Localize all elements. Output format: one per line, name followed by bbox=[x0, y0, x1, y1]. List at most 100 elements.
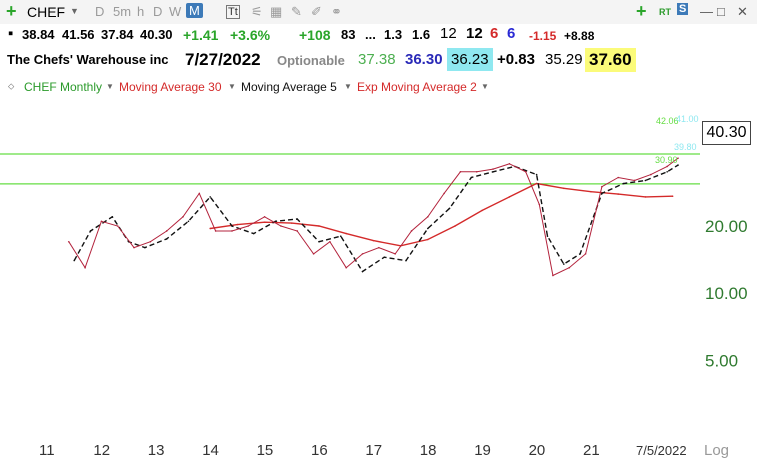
price-chart[interactable]: 20.00 10.00 5.00 11 12 13 14 15 16 17 18 19 20 21 7/5… bbox=[0, 96, 757, 464]
x-tick-label: 14 bbox=[202, 442, 219, 459]
series-point bbox=[231, 225, 233, 227]
series-point bbox=[454, 225, 456, 227]
series-point bbox=[524, 170, 527, 173]
draw-icon[interactable]: ⚟ bbox=[251, 4, 263, 19]
series-point bbox=[84, 266, 86, 269]
series-point bbox=[318, 240, 320, 243]
line-value-label: 41.00 bbox=[676, 114, 699, 124]
grid-icon[interactable]: ▦ bbox=[270, 4, 283, 19]
chart-toolbar: + CHEF ▼ D 5m h D W M Tt ⚟ ▦ ✎ ✐ ⚭ + RT … bbox=[0, 0, 757, 24]
series-point bbox=[345, 266, 348, 269]
x-tick-label: 12 bbox=[93, 442, 110, 459]
series-point bbox=[650, 173, 652, 176]
interval-m[interactable]: M bbox=[186, 3, 203, 18]
symbol-field[interactable]: CHEF bbox=[27, 4, 66, 20]
series-point bbox=[427, 238, 429, 241]
change-pct: +3.6% bbox=[230, 27, 271, 43]
series-point bbox=[329, 240, 331, 243]
plus-icon[interactable]: + bbox=[6, 1, 17, 21]
stat-1: +108 bbox=[299, 27, 331, 43]
dropdown-icon[interactable]: ▼ bbox=[70, 6, 79, 16]
interval-d2[interactable]: D bbox=[153, 4, 163, 19]
series-point bbox=[214, 230, 217, 232]
optionable-label: Optionable bbox=[277, 53, 345, 68]
series-point bbox=[535, 173, 538, 176]
maximize-button[interactable]: □ bbox=[717, 4, 725, 19]
series-point bbox=[601, 192, 603, 195]
high-value: 41.56 bbox=[62, 27, 95, 42]
x-tick-label: 19 bbox=[474, 442, 491, 459]
series-point bbox=[231, 230, 233, 232]
add-chart-icon[interactable]: + bbox=[636, 1, 647, 21]
line-value-label: 42.06 bbox=[656, 116, 679, 126]
caret-icon: ▼ bbox=[106, 82, 114, 91]
series-point bbox=[372, 239, 375, 242]
stat-ellipsis: ... bbox=[365, 27, 376, 42]
series-point bbox=[73, 259, 75, 262]
series-point bbox=[394, 253, 396, 255]
series-point bbox=[481, 209, 484, 212]
x-tick-label: 17 bbox=[365, 442, 382, 459]
open-value: 38.84 bbox=[22, 27, 55, 42]
study-ma30[interactable]: Moving Average 30 bbox=[119, 80, 222, 94]
last-price-badge: 40.30 bbox=[702, 121, 751, 145]
series-point bbox=[236, 223, 239, 226]
series-point bbox=[492, 168, 494, 170]
series-point bbox=[312, 253, 315, 255]
pencil-icon[interactable]: ✎ bbox=[291, 4, 302, 19]
stat-9: -1.15 bbox=[529, 29, 557, 43]
x-tick-label: 13 bbox=[148, 442, 165, 459]
series-point bbox=[546, 235, 549, 238]
series-point bbox=[677, 164, 679, 166]
s-badge[interactable]: S bbox=[677, 3, 689, 15]
series-point bbox=[671, 195, 674, 198]
scale-label: Log bbox=[704, 442, 729, 459]
interval-w[interactable]: W bbox=[169, 4, 182, 19]
minimize-button[interactable]: — bbox=[700, 4, 713, 19]
series-point bbox=[666, 170, 668, 173]
info-val-4: +0.83 bbox=[497, 51, 535, 68]
chart-type-icon[interactable]: Tt bbox=[226, 5, 240, 19]
series-point bbox=[617, 193, 619, 195]
link-icon[interactable]: ⚭ bbox=[331, 4, 342, 19]
series-point bbox=[443, 192, 445, 195]
series-point bbox=[563, 187, 565, 190]
info-val-6: 37.60 bbox=[585, 48, 636, 72]
series-line bbox=[68, 157, 679, 277]
study-ema2[interactable]: Exp Moving Average 2 bbox=[357, 80, 477, 94]
series-point bbox=[252, 232, 255, 235]
series-point bbox=[568, 266, 571, 269]
series-point bbox=[144, 246, 146, 249]
x-tick-label: 15 bbox=[257, 442, 274, 459]
symbol-info-bar: The Chefs' Warehouse inc 7/27/2022 Optio… bbox=[0, 48, 757, 72]
info-val-2: 36.30 bbox=[405, 51, 443, 68]
y-tick-label: 10.00 bbox=[705, 284, 748, 303]
series-line bbox=[210, 182, 673, 247]
quote-date: 7/27/2022 bbox=[185, 50, 261, 69]
series-point bbox=[89, 230, 92, 232]
series-point bbox=[405, 259, 407, 262]
study-chef-monthly[interactable]: CHEF Monthly bbox=[24, 80, 103, 94]
series-point bbox=[133, 246, 135, 249]
series-point bbox=[410, 230, 413, 232]
low-value: 37.84 bbox=[101, 27, 134, 42]
interval-d[interactable]: D bbox=[95, 4, 105, 19]
series-point bbox=[274, 220, 277, 223]
interval-h[interactable]: h bbox=[137, 4, 145, 19]
eraser-icon[interactable]: ✐ bbox=[311, 4, 322, 19]
rt-badge[interactable]: RT bbox=[659, 7, 671, 17]
series-point bbox=[165, 238, 168, 240]
interval-5m[interactable]: 5m bbox=[113, 4, 132, 19]
quote-bar: ▪ 38.84 41.56 37.84 40.30 +1.41 +3.6% +1… bbox=[0, 24, 757, 46]
series-point bbox=[508, 196, 511, 198]
study-ma5[interactable]: Moving Average 5 bbox=[241, 80, 337, 94]
series-point bbox=[345, 232, 348, 235]
series-point bbox=[538, 203, 541, 206]
series-point bbox=[247, 225, 250, 227]
close-button[interactable]: ✕ bbox=[737, 4, 748, 19]
x-tick-label: 16 bbox=[311, 442, 328, 459]
series-point bbox=[378, 246, 380, 249]
series-point bbox=[111, 215, 114, 218]
series-point bbox=[427, 215, 429, 218]
series-point bbox=[361, 253, 364, 255]
